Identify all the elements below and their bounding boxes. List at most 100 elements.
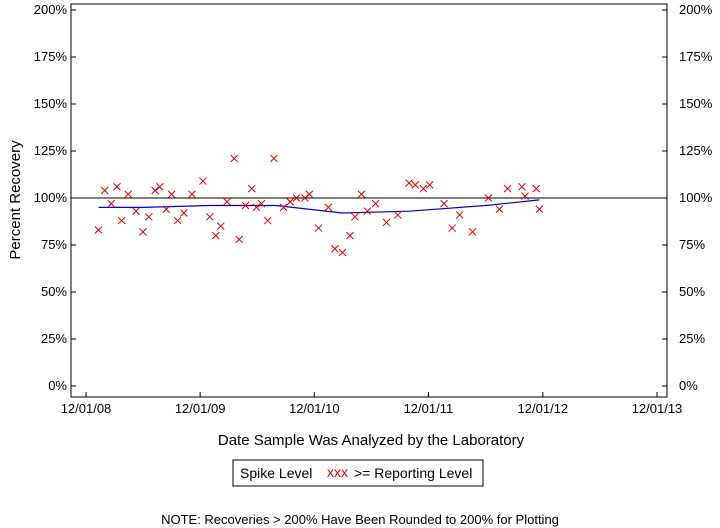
data-point	[211, 231, 220, 240]
data-point	[292, 194, 301, 202]
y-tick-label-right: 75%	[679, 237, 705, 252]
data-point-stroke-b	[363, 207, 372, 216]
y-tick-label-right: 150%	[679, 96, 713, 111]
y-tick-label-left: 25%	[41, 331, 67, 346]
data-point	[286, 197, 295, 206]
plot-frame	[70, 3, 668, 398]
data-point-stroke-b	[199, 177, 207, 185]
y-tick-label-right: 50%	[679, 284, 705, 299]
data-point-stroke-b	[382, 218, 391, 227]
data-point-stroke-b	[405, 179, 413, 187]
data-point-stroke-b	[235, 235, 244, 244]
data-point	[167, 190, 176, 199]
data-point	[241, 201, 250, 210]
y-tick-label-left: 50%	[41, 284, 67, 299]
data-point-stroke-b	[211, 231, 220, 240]
data-point	[162, 205, 171, 214]
data-point-stroke-b	[107, 199, 116, 208]
data-point-stroke-b	[495, 205, 504, 214]
data-point	[263, 216, 272, 225]
x-tick-label: 12/01/09	[175, 401, 226, 416]
data-point	[351, 212, 359, 221]
data-point	[257, 199, 266, 208]
y-tick-label-right: 200%	[679, 2, 713, 17]
data-point-stroke-b	[132, 207, 140, 216]
trend-layer	[98, 199, 540, 214]
data-point	[518, 182, 526, 191]
data-point	[495, 205, 504, 214]
data-point	[331, 244, 339, 253]
x-tick-label: 12/01/12	[518, 401, 569, 416]
y-tick-label-left: 125%	[34, 143, 68, 158]
data-point	[346, 231, 354, 240]
data-point-stroke-b	[286, 197, 295, 206]
y-tick-label-right: 175%	[679, 49, 713, 64]
data-point	[393, 211, 402, 219]
data-point-stroke-b	[155, 182, 164, 191]
data-point	[132, 207, 140, 216]
legend-spike-label: Spike Level	[240, 465, 312, 481]
data-point	[371, 199, 380, 208]
y-tick-label-left: 200%	[34, 2, 68, 17]
data-point-stroke-b	[113, 182, 121, 191]
data-point	[252, 203, 261, 212]
data-point-stroke-b	[257, 199, 266, 208]
data-point-stroke-b	[419, 184, 428, 193]
data-point	[94, 226, 103, 234]
data-point-stroke-b	[124, 190, 133, 199]
x-tick-label: 12/01/10	[289, 401, 340, 416]
data-point	[405, 179, 413, 187]
axes-layer: 0% 0% 25% 25% 50% 50% 75% 75% 100% 100% 125% 125% 15…	[34, 2, 713, 416]
data-point-stroke-b	[346, 231, 354, 240]
data-point	[100, 186, 109, 195]
data-point	[247, 184, 256, 193]
data-point	[107, 199, 116, 208]
data-point	[216, 222, 225, 231]
data-point	[180, 209, 188, 217]
y-tick-label-left: 175%	[34, 49, 68, 64]
data-point-stroke-b	[331, 244, 339, 253]
data-point-stroke-b	[162, 205, 171, 214]
data-point	[503, 184, 512, 193]
data-point-stroke-b	[535, 205, 544, 214]
data-point-stroke-b	[252, 203, 261, 212]
y-tick-label-left: 150%	[34, 96, 68, 111]
data-point	[270, 154, 278, 163]
data-point-stroke-b	[305, 190, 314, 199]
y-tick-label-left: 75%	[41, 237, 67, 252]
y-tick-label-right: 100%	[679, 190, 713, 205]
x-tick-label: 12/01/11	[404, 401, 454, 416]
data-point	[411, 180, 420, 189]
data-point	[117, 216, 126, 225]
data-point	[535, 205, 544, 214]
data-point-stroke-b	[145, 212, 153, 221]
data-point	[521, 192, 529, 200]
data-point-stroke-b	[167, 190, 176, 199]
data-point-stroke-b	[411, 180, 420, 189]
data-point	[363, 207, 372, 216]
data-point-stroke-b	[279, 203, 288, 212]
data-point-stroke-b	[100, 186, 109, 195]
data-point	[155, 182, 164, 191]
x-tick-label: 12/01/13	[632, 401, 683, 416]
data-point	[235, 235, 244, 244]
data-point-stroke-b	[139, 227, 147, 236]
legend: Spike Level xxx >= Reporting Level	[232, 459, 484, 487]
y-tick-label-right: 25%	[679, 331, 705, 346]
data-point	[440, 199, 448, 208]
data-point-stroke-b	[241, 201, 250, 210]
data-point-stroke-b	[518, 182, 526, 191]
data-point	[314, 224, 323, 232]
data-point	[205, 212, 214, 221]
data-point-stroke-b	[173, 216, 182, 225]
data-point	[145, 212, 153, 221]
data-point	[484, 194, 493, 202]
data-point-stroke-b	[292, 194, 301, 202]
x-tick-label: 12/01/08	[61, 401, 112, 416]
data-point-stroke-b	[324, 203, 333, 212]
y-tick-label-right: 0%	[679, 378, 698, 393]
data-point-stroke-b	[117, 216, 126, 225]
data-point-stroke-b	[468, 227, 477, 236]
data-point-stroke-b	[94, 226, 103, 234]
